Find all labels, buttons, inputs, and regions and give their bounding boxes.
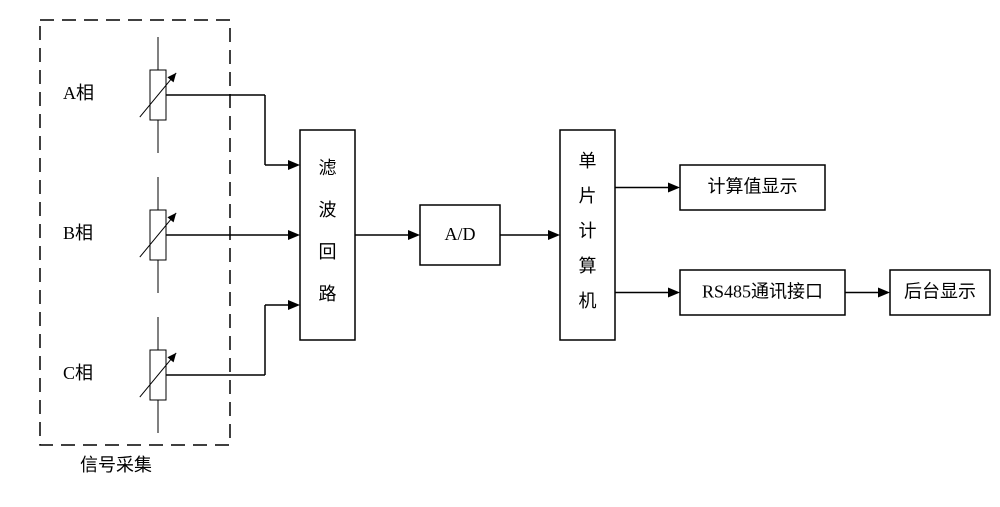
svg-text:单: 单 <box>579 151 597 171</box>
svg-text:波: 波 <box>319 200 337 220</box>
svg-text:A相: A相 <box>63 83 94 103</box>
svg-text:B相: B相 <box>63 223 93 243</box>
svg-text:计算值显示: 计算值显示 <box>708 177 798 197</box>
svg-text:回: 回 <box>319 242 337 262</box>
svg-text:后台显示: 后台显示 <box>904 282 976 302</box>
svg-text:C相: C相 <box>63 363 93 383</box>
svg-text:A/D: A/D <box>445 224 476 244</box>
svg-text:路: 路 <box>319 284 337 304</box>
svg-text:算: 算 <box>579 256 597 276</box>
svg-text:计: 计 <box>579 221 597 241</box>
svg-text:滤: 滤 <box>319 158 337 178</box>
svg-text:RS485通讯接口: RS485通讯接口 <box>702 282 823 302</box>
svg-text:片: 片 <box>579 186 597 206</box>
svg-text:信号采集: 信号采集 <box>80 455 152 475</box>
svg-text:机: 机 <box>579 291 597 311</box>
